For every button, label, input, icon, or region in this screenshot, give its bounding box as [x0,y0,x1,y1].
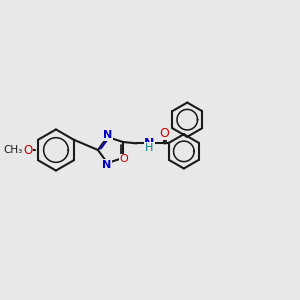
Text: N: N [102,160,112,170]
Text: O: O [119,154,128,164]
Text: N: N [103,130,112,140]
Text: O: O [23,143,32,157]
Text: H: H [146,143,154,153]
Text: CH₃: CH₃ [3,145,22,155]
Text: N: N [144,137,155,150]
Text: O: O [160,127,169,140]
